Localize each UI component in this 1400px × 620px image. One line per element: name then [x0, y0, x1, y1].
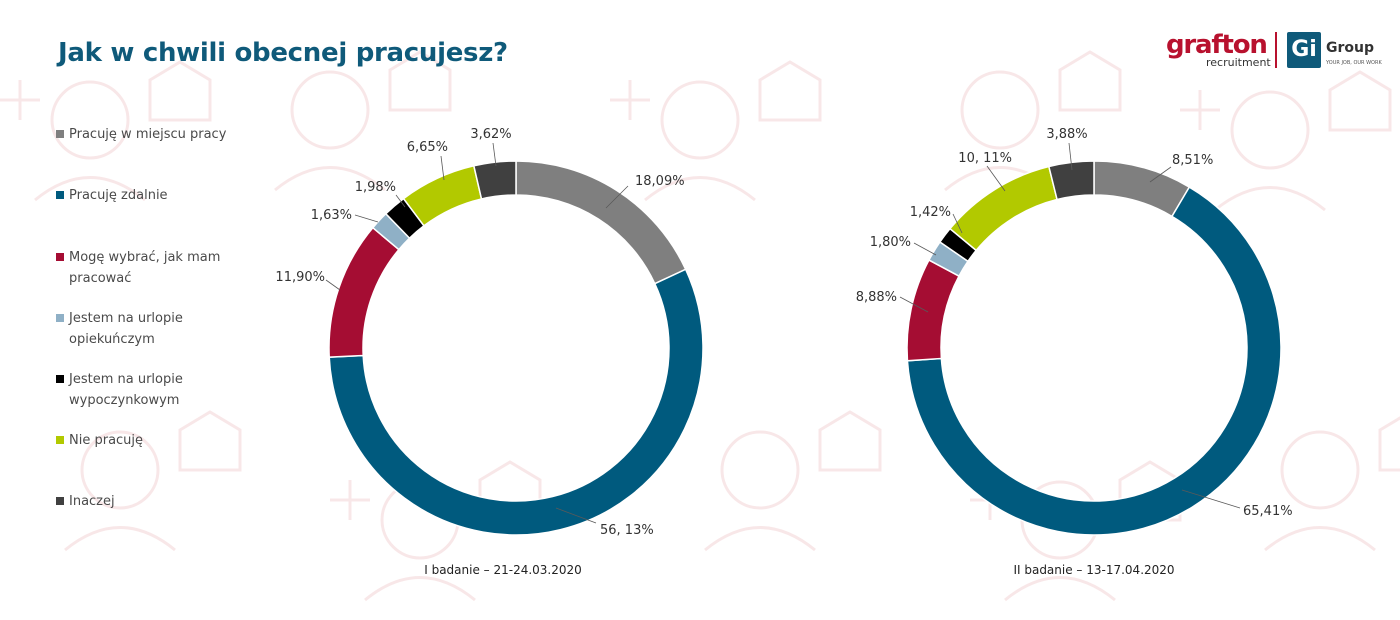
legend-label: Mogę wybrać, jak mam pracować: [69, 250, 221, 286]
donut-slice: [328, 268, 704, 536]
data-label-leader-line: [555, 507, 597, 524]
data-label-leader-line: [952, 213, 963, 234]
data-label: 3,88%: [1046, 127, 1087, 142]
donut-slice: [1047, 160, 1095, 201]
background-doodle: [610, 60, 822, 202]
donut-slice: [472, 160, 517, 200]
data-label-leader-line: [492, 142, 497, 167]
legend-label: Pracuję zdalnie: [69, 188, 168, 203]
data-label-leader-line: [1068, 142, 1073, 171]
data-label: 1,80%: [870, 235, 911, 250]
data-label-leader-line: [440, 155, 445, 181]
data-label-leader-line: [986, 165, 1006, 192]
background-doodle: [64, 410, 242, 552]
background-doodle: [0, 60, 212, 202]
data-label-leader-line: [605, 185, 629, 209]
chart-caption: II badanie – 13-17.04.2020: [1013, 563, 1174, 577]
donut-slice: [906, 259, 960, 362]
data-label-leader-line: [1149, 166, 1172, 183]
background-doodle: [274, 50, 452, 192]
donut-chart-1: 18,09% 56, 13% 11,90% 1,63%1,98% 6,65% 3,62% I…: [275, 127, 704, 577]
data-label-leader-line: [913, 242, 937, 256]
legend-swatch: [56, 130, 64, 138]
legend-swatch: [56, 191, 64, 199]
data-label: 11,90%: [275, 270, 325, 285]
data-label: 18,09%: [635, 174, 685, 189]
legend-swatch: [56, 375, 64, 383]
legend-swatch: [56, 314, 64, 322]
legend-item-miejsce-pracy: Pracuję w miejscu pracy: [56, 124, 256, 145]
logo-recruitment-text: recruitment: [1206, 56, 1271, 69]
background-doodle: [1180, 70, 1392, 212]
background-doodle: [704, 410, 882, 552]
donut-chart-2: 8,51% 65,41% 8,88% 1,80% 1,42% 10, 11% 3,88% II…: [856, 127, 1293, 577]
legend-swatch: [56, 497, 64, 505]
donut-slice: [328, 226, 400, 358]
legend-item-urlop-opiekunczy: Jestem na urlopie opiekuńczym: [56, 308, 206, 350]
legend-swatch: [56, 436, 64, 444]
logo-tagline: YOUR JOB, OUR WORK: [1326, 60, 1382, 66]
legend-label: Nie pracuję: [69, 433, 144, 448]
data-label: 8,88%: [856, 290, 897, 305]
legend-label: Jestem na urlopie wypoczynkowym: [69, 372, 183, 408]
logo-gi-mark: Gi: [1287, 32, 1321, 68]
data-label: 56, 13%: [600, 523, 654, 538]
logo-divider: [1275, 32, 1277, 68]
data-label: 8,51%: [1172, 153, 1213, 168]
legend-label: Inaczej: [69, 494, 115, 509]
legend-label: Jestem na urlopie opiekuńczym: [69, 311, 183, 347]
legend-swatch: [56, 253, 64, 261]
data-label-leader-line: [354, 214, 379, 223]
data-label: 1,63%: [311, 208, 352, 223]
data-label: 6,65%: [407, 140, 448, 155]
chart-caption: I badanie – 21-24.03.2020: [424, 563, 582, 577]
legend-item-moge-wybrac: Mogę wybrać, jak mam pracować: [56, 247, 226, 289]
data-label: 3,62%: [470, 127, 511, 142]
donut-slice: [948, 165, 1058, 252]
data-label-leader-line: [1181, 489, 1241, 509]
legend-item-zdalnie: Pracuję zdalnie: [56, 185, 256, 206]
donut-slice: [1093, 160, 1191, 218]
donut-slice: [906, 186, 1282, 536]
data-label: 10, 11%: [958, 151, 1012, 166]
background-doodle: [1264, 416, 1400, 552]
page-title: Jak w chwili obecnej pracujesz?: [58, 38, 508, 68]
grafton-gi-group-logo: grafton recruitment Gi Group YOUR JOB, O…: [1162, 30, 1382, 74]
data-label: 65,41%: [1243, 504, 1293, 519]
data-label: 1,42%: [910, 205, 951, 220]
data-label-leader-line: [395, 194, 406, 208]
legend-item-nie-pracuje: Nie pracuję: [56, 430, 256, 451]
legend-item-urlop-wypoczynkowy: Jestem na urlopie wypoczynkowym: [56, 369, 206, 411]
data-label: 1,98%: [355, 180, 396, 195]
data-label-leader-line: [325, 279, 341, 291]
data-label-leader-line: [899, 296, 929, 313]
logo-group-text: Group: [1326, 40, 1375, 56]
legend-label: Pracuję w miejscu pracy: [69, 127, 227, 142]
logo-grafton-text: grafton: [1166, 30, 1268, 60]
legend-item-inaczej: Inaczej: [56, 491, 256, 512]
